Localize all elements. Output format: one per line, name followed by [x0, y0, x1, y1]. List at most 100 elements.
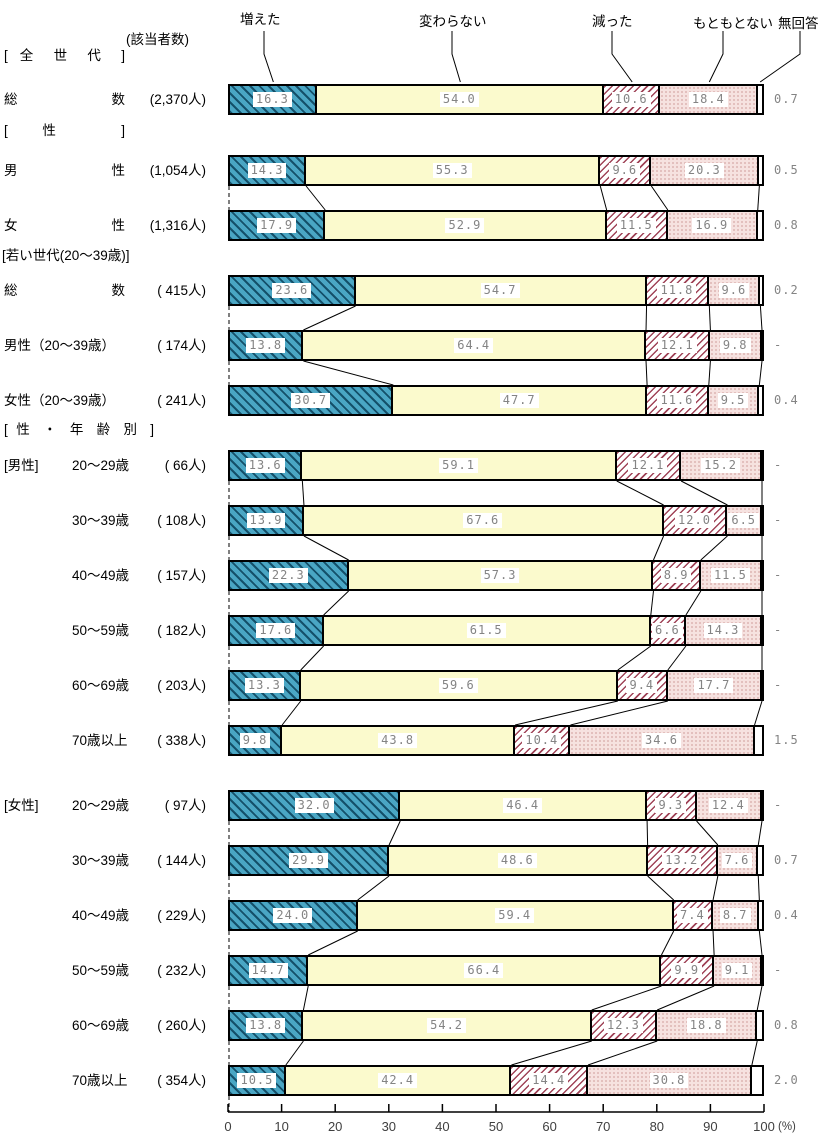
segment-connector-line: [302, 985, 309, 1011]
segment-connector-line: [661, 930, 675, 956]
segment-connector-line: [645, 305, 648, 331]
segment-connector-line: [757, 820, 763, 846]
segment-value-label: 54.2: [427, 1018, 467, 1033]
segment-increased: 32.0: [230, 792, 401, 819]
segment-increased: 13.8: [230, 1012, 304, 1039]
no-answer-value: 0.2: [774, 283, 799, 297]
legend-leader-line: [263, 31, 274, 83]
segment-value-label: 46.4: [503, 798, 543, 813]
segment-value-label: 59.1: [439, 458, 478, 473]
segment-never-had: 16.9: [667, 212, 758, 239]
segment-never-had: 12.4: [696, 792, 762, 819]
segment-value-label: 12.1: [628, 458, 668, 473]
segment-value-label: 20.3: [684, 163, 724, 178]
segment-value-label: 23.6: [272, 283, 312, 298]
segment-connector-line: [281, 700, 302, 726]
segment-connector-line: [647, 875, 675, 901]
row-count: ( 157人): [157, 568, 206, 583]
segment-value-label: 13.3: [244, 678, 284, 693]
segment-value-label: 8.7: [719, 908, 751, 923]
row-count: ( 174人): [157, 338, 206, 353]
segment-value-label: 12.0: [675, 513, 714, 528]
section-header-sex: [ 性 ]: [4, 123, 125, 138]
segment-value-label: 43.8: [378, 733, 418, 748]
segment-connector-line: [300, 645, 324, 671]
segment-increased: 17.9: [230, 212, 326, 239]
segment-increased: 30.7: [230, 387, 394, 414]
row-count: ( 229人): [157, 908, 206, 923]
segment-unchanged: 57.3: [348, 562, 654, 589]
bar-row-0: 16.3 54.0 10.6 18.4: [228, 84, 764, 115]
segment-decreased: 9.6: [600, 157, 652, 184]
segment-decreased: 12.1: [646, 332, 711, 359]
segment-value-label: 67.6: [463, 513, 503, 528]
segment-value-label: 11.5: [616, 218, 656, 233]
segment-unchanged: 61.5: [323, 617, 651, 644]
no-answer-value: -: [774, 458, 783, 472]
segment-value-label: 9.8: [719, 338, 751, 353]
bar-row-3: 23.6 54.7 11.8 9.6: [228, 275, 764, 306]
segment-value-label: 24.0: [273, 908, 313, 923]
x-axis-tick-label: 20: [328, 1119, 342, 1134]
segment-value-label: 16.3: [252, 92, 292, 107]
segment-connector-line: [323, 590, 349, 616]
no-answer-value: 0.8: [774, 1018, 799, 1032]
row-label: 女 性: [4, 218, 125, 233]
segment-increased: 13.8: [230, 332, 304, 359]
segment-decreased: 9.3: [647, 792, 697, 819]
segment-decreased: 11.6: [647, 387, 709, 414]
segment-increased: 10.5: [230, 1067, 286, 1094]
segment-connector-line: [646, 820, 649, 846]
segment-unchanged: 47.7: [393, 387, 648, 414]
row-label: 70歳以上: [72, 733, 128, 748]
segment-decreased: 14.4: [511, 1067, 589, 1094]
segment-value-label: 12.1: [657, 338, 697, 353]
no-answer-value: -: [774, 568, 783, 582]
segment-connector-line: [667, 645, 687, 671]
bar-row-14: 24.0 59.4 7.4 8.7: [228, 900, 764, 931]
x-axis-unit-label: (%): [778, 1121, 796, 1133]
segment-value-label: 9.8: [239, 733, 271, 748]
legend-leader-line: [451, 31, 461, 83]
segment-decreased: 11.8: [646, 277, 710, 304]
no-answer-value: 0.4: [774, 908, 799, 922]
segment-unchanged: 54.0: [316, 86, 604, 113]
segment-value-label: 7.6: [721, 853, 753, 868]
legend-leader-line: [611, 31, 633, 83]
no-answer-value: -: [774, 798, 783, 812]
segment-value-label: 17.6: [256, 623, 296, 638]
x-axis-tick-label: 70: [596, 1119, 610, 1134]
segment-connector-line: [685, 590, 702, 616]
row-prefix: [男性]: [4, 458, 39, 473]
segment-connector-line: [650, 185, 669, 211]
segment-value-label: 14.4: [529, 1073, 569, 1088]
segment-increased: 24.0: [230, 902, 358, 929]
segment-decreased: 10.4: [515, 727, 571, 754]
segment-never-had: 17.7: [667, 672, 762, 699]
segment-value-label: 9.6: [609, 163, 641, 178]
segment-decreased: 9.4: [617, 672, 668, 699]
row-count: ( 144人): [157, 853, 206, 868]
segment-value-label: 16.9: [692, 218, 732, 233]
row-label: 40～49歳: [72, 908, 130, 923]
segment-value-label: 55.3: [432, 163, 472, 178]
segment-value-label: 18.4: [688, 92, 728, 107]
segment-value-label: 12.4: [708, 798, 748, 813]
segment-value-label: 64.4: [454, 338, 494, 353]
row-label: 総 数: [4, 92, 125, 107]
segment-connector-line: [708, 360, 711, 386]
segment-never-had: 14.3: [685, 617, 762, 644]
segment-value-label: 13.2: [662, 853, 702, 868]
segment-decreased: 13.2: [647, 847, 718, 874]
segment-never-had: 15.2: [681, 452, 762, 479]
row-label: 50～59歳: [72, 623, 130, 638]
segment-value-label: 10.5: [237, 1073, 277, 1088]
segment-value-label: 14.3: [703, 623, 743, 638]
segment-value-label: 13.6: [245, 458, 285, 473]
segment-unchanged: 67.6: [303, 507, 664, 534]
bar-row-7: 13.9 67.6 12.0 6.5: [228, 505, 764, 536]
segment-never-had: 11.5: [700, 562, 762, 589]
row-count: ( 354人): [157, 1073, 206, 1088]
segment-value-label: 42.4: [378, 1073, 418, 1088]
